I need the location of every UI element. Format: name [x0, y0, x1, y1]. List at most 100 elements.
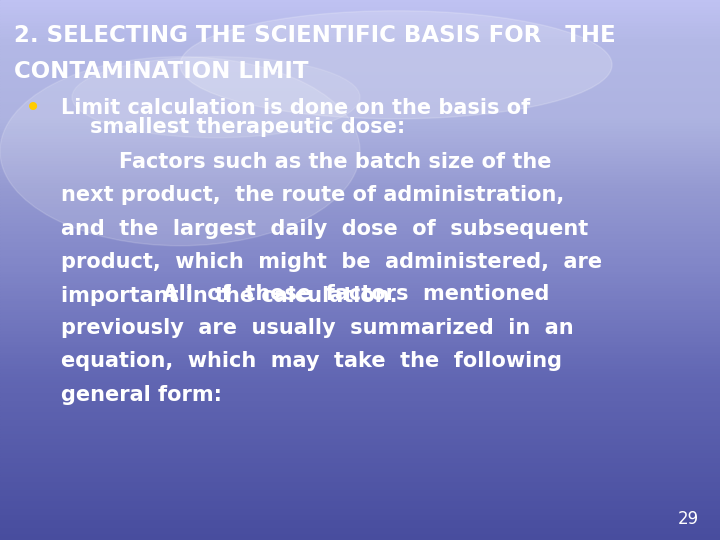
Bar — [0, 68, 720, 70]
Bar — [0, 273, 720, 275]
Bar — [0, 429, 720, 432]
Bar — [0, 151, 720, 154]
Bar — [0, 221, 720, 224]
Bar — [0, 332, 720, 335]
Bar — [0, 275, 720, 278]
Bar — [0, 219, 720, 221]
Bar — [0, 502, 720, 505]
Bar — [0, 240, 720, 243]
Bar — [0, 30, 720, 32]
Text: general form:: general form: — [61, 384, 222, 405]
Text: equation,  which  may  take  the  following: equation, which may take the following — [61, 351, 562, 372]
Bar — [0, 105, 720, 108]
Bar — [0, 475, 720, 478]
Bar — [0, 92, 720, 94]
Bar — [0, 116, 720, 119]
Bar — [0, 359, 720, 362]
Bar — [0, 59, 720, 62]
Bar — [0, 294, 720, 297]
Ellipse shape — [0, 57, 360, 246]
Bar — [0, 516, 720, 518]
Bar — [0, 119, 720, 122]
Bar — [0, 348, 720, 351]
Bar — [0, 227, 720, 229]
Bar — [0, 321, 720, 324]
Bar — [0, 446, 720, 448]
Bar — [0, 230, 720, 232]
Bar — [0, 378, 720, 381]
Bar — [0, 262, 720, 265]
Bar — [0, 489, 720, 491]
Bar — [0, 54, 720, 57]
Bar — [0, 216, 720, 219]
Bar — [0, 472, 720, 475]
Bar — [0, 308, 720, 310]
Bar — [0, 43, 720, 46]
Bar — [0, 130, 720, 132]
Bar — [0, 316, 720, 319]
Text: important in the calculation.: important in the calculation. — [61, 286, 397, 306]
Bar — [0, 281, 720, 284]
Bar — [0, 356, 720, 359]
Bar — [0, 51, 720, 54]
Bar — [0, 310, 720, 313]
Bar — [0, 127, 720, 130]
Bar — [0, 397, 720, 400]
Bar — [0, 329, 720, 332]
Bar — [0, 505, 720, 508]
Bar — [0, 200, 720, 202]
Ellipse shape — [72, 57, 360, 138]
Bar — [0, 278, 720, 281]
Bar — [0, 108, 720, 111]
Bar — [0, 338, 720, 340]
Text: 29: 29 — [678, 510, 698, 529]
Bar — [0, 243, 720, 246]
Bar — [0, 340, 720, 343]
Bar — [0, 354, 720, 356]
Bar — [0, 76, 720, 78]
Ellipse shape — [180, 11, 612, 119]
Bar — [0, 529, 720, 532]
Bar — [0, 467, 720, 470]
Bar — [0, 124, 720, 127]
Bar — [0, 3, 720, 5]
Bar — [0, 40, 720, 43]
Bar — [0, 213, 720, 216]
Bar — [0, 232, 720, 235]
Bar — [0, 38, 720, 40]
Bar — [0, 462, 720, 464]
Bar — [0, 367, 720, 370]
Bar — [0, 343, 720, 346]
Bar — [0, 313, 720, 316]
Bar — [0, 173, 720, 176]
Bar — [0, 194, 720, 197]
Bar — [0, 327, 720, 329]
Bar — [0, 454, 720, 456]
Bar — [0, 70, 720, 73]
Bar — [0, 284, 720, 286]
Bar — [0, 418, 720, 421]
Bar — [0, 178, 720, 181]
Bar — [0, 157, 720, 159]
Bar — [0, 46, 720, 49]
Bar — [0, 57, 720, 59]
Bar — [0, 392, 720, 394]
Bar — [0, 402, 720, 405]
Bar — [0, 186, 720, 189]
Bar — [0, 270, 720, 273]
Bar — [0, 494, 720, 497]
Bar — [0, 370, 720, 373]
Bar — [0, 408, 720, 410]
Bar — [0, 532, 720, 535]
Bar — [0, 165, 720, 167]
Bar — [0, 267, 720, 270]
Bar — [0, 111, 720, 113]
Bar — [0, 364, 720, 367]
Bar — [0, 305, 720, 308]
Text: Limit calculation is done on the basis of: Limit calculation is done on the basis o… — [61, 98, 531, 118]
Bar — [0, 424, 720, 427]
Bar — [0, 481, 720, 483]
Bar — [0, 405, 720, 408]
Bar — [0, 421, 720, 424]
Bar — [0, 140, 720, 143]
